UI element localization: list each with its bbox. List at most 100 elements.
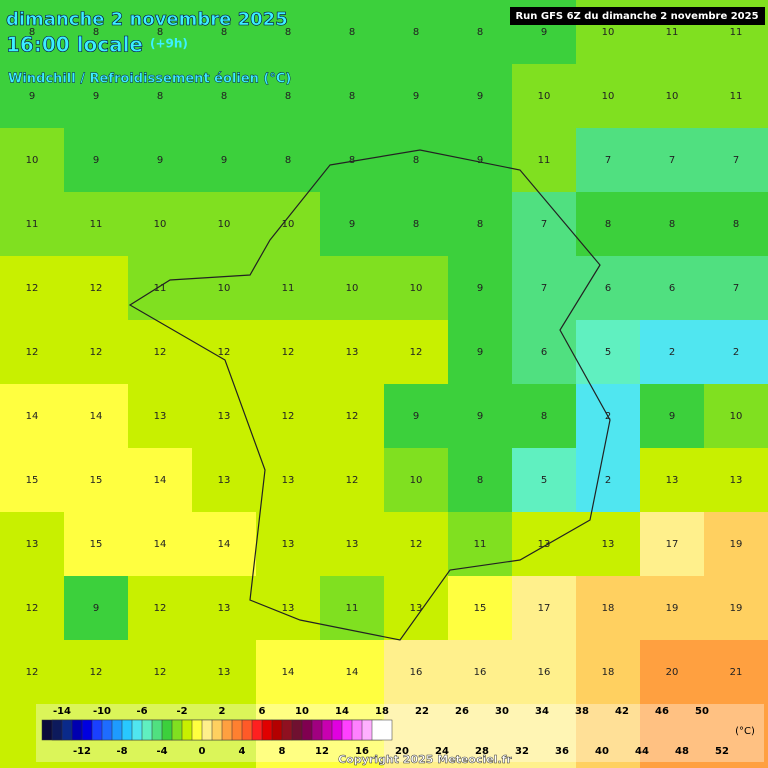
field-cell (192, 576, 256, 640)
field-cell (320, 640, 384, 768)
field-cell (192, 64, 256, 128)
field-value: 8 (541, 411, 547, 422)
field-cell (128, 576, 192, 640)
field-value: 9 (477, 91, 483, 102)
legend-label: 6 (259, 706, 266, 717)
field-cell (0, 256, 64, 320)
field-cell (128, 448, 192, 512)
field-cell (128, 320, 192, 384)
field-value: 12 (282, 411, 295, 422)
field-value: 10 (154, 219, 167, 230)
field-cell (128, 192, 192, 256)
field-value: 12 (346, 411, 359, 422)
field-value: 8 (285, 91, 291, 102)
field-cell (320, 576, 384, 640)
field-value: 10 (602, 27, 615, 38)
legend-label: 22 (415, 706, 429, 717)
field-value: 9 (157, 155, 163, 166)
legend-label: 40 (595, 746, 609, 757)
legend-label: 46 (655, 706, 669, 717)
field-value: 7 (541, 219, 547, 230)
field-value: 12 (26, 283, 39, 294)
field-value: 18 (602, 603, 615, 614)
field-cell (576, 512, 640, 576)
field-cell (0, 384, 64, 448)
legend-label: 50 (695, 706, 709, 717)
field-cell (384, 256, 448, 320)
field-cell (320, 128, 384, 192)
field-cell (0, 448, 64, 512)
field-value: 10 (730, 411, 743, 422)
field-value: 8 (157, 91, 163, 102)
field-value: 12 (410, 539, 423, 550)
field-value: 8 (413, 155, 419, 166)
field-value: 13 (154, 411, 167, 422)
field-value: 11 (730, 91, 743, 102)
field-cell (640, 448, 704, 512)
field-cell (448, 384, 512, 448)
field-cell (192, 192, 256, 256)
legend-label: 0 (199, 746, 206, 757)
field-cell (192, 320, 256, 384)
field-cell (256, 448, 320, 512)
field-value: 7 (733, 155, 739, 166)
field-value: 9 (477, 347, 483, 358)
field-value: 9 (477, 155, 483, 166)
field-value: 9 (477, 411, 483, 422)
field-value: 10 (410, 475, 423, 486)
field-value: 13 (218, 667, 231, 678)
field-cell (384, 64, 448, 128)
copyright: Copyright 2025 Meteociel.fr (338, 753, 512, 766)
field-value: 2 (605, 475, 611, 486)
field-cell (640, 192, 704, 256)
field-value: 9 (413, 411, 419, 422)
field-cell (512, 512, 576, 576)
field-cell (640, 256, 704, 320)
legend-label: -10 (93, 706, 111, 717)
field-value: 9 (29, 91, 35, 102)
field-cell (384, 512, 448, 576)
field-cell (64, 192, 128, 256)
field-cell (64, 64, 128, 128)
field-value: 16 (410, 667, 423, 678)
field-cell (512, 576, 576, 640)
field-cell (576, 448, 640, 512)
field-value: 14 (218, 539, 231, 550)
field-value: 14 (154, 539, 167, 550)
field-value: 12 (154, 603, 167, 614)
field-value: 12 (90, 347, 103, 358)
field-cell (64, 256, 128, 320)
field-cell (320, 448, 384, 512)
legend-label: 18 (375, 706, 389, 717)
field-cell (576, 320, 640, 384)
field-cell (704, 64, 768, 128)
field-cell (704, 448, 768, 512)
field-value: 2 (669, 347, 675, 358)
field-value: 10 (346, 283, 359, 294)
field-value: 13 (730, 475, 743, 486)
field-value: 11 (538, 155, 551, 166)
field-cell (384, 640, 448, 768)
field-cell (448, 256, 512, 320)
legend-label: 42 (615, 706, 629, 717)
date: dimanche 2 novembre 2025 (6, 9, 288, 30)
field-cell (128, 64, 192, 128)
field-cell (576, 256, 640, 320)
legend-unit: (°C) (735, 726, 755, 737)
field-value: 13 (602, 539, 615, 550)
field-value: 14 (346, 667, 359, 678)
legend-label: -14 (53, 706, 71, 717)
field-cell (128, 0, 192, 64)
field-cell (384, 576, 448, 640)
field-value: 11 (90, 219, 103, 230)
field-value: 6 (669, 283, 675, 294)
field-value: 15 (26, 475, 39, 486)
field-cell (256, 512, 320, 576)
field-cell (384, 192, 448, 256)
field-value: 8 (477, 27, 483, 38)
field-cell (192, 256, 256, 320)
field-cell (576, 576, 640, 640)
field-value: 8 (477, 475, 483, 486)
field-value: 8 (477, 219, 483, 230)
field-value: 12 (282, 347, 295, 358)
